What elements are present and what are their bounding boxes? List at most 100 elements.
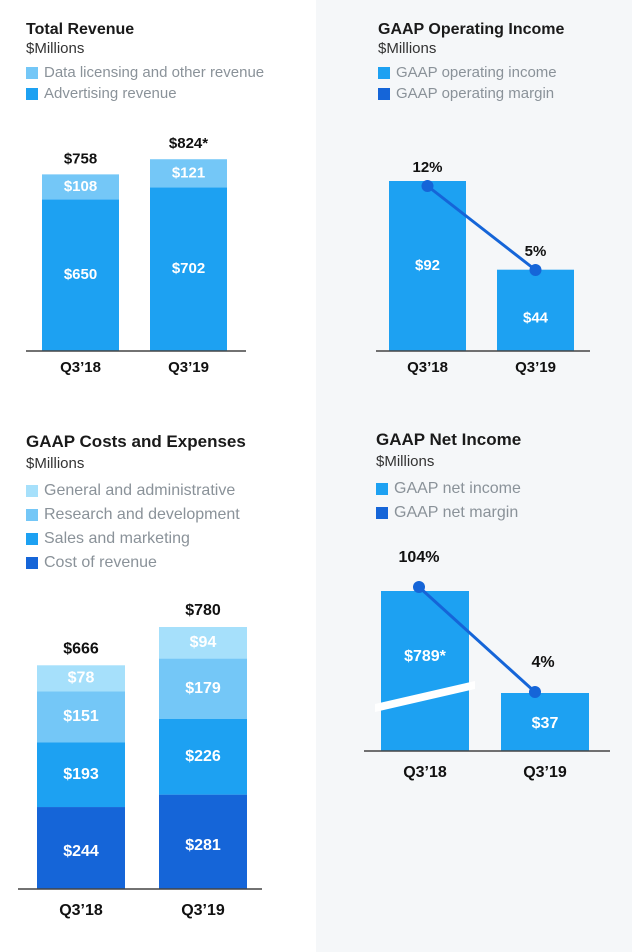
x-tick-label: Q3’18 [403,764,447,781]
data-label: $193 [63,766,99,783]
margin-label: 12% [412,159,442,176]
bar-segment-rd [159,658,247,719]
operating-title: GAAP Operating Income [378,21,565,38]
legend-swatch [378,87,390,100]
netincome-legend: GAAP net income GAAP net margin [376,477,521,525]
legend-label: GAAP net income [394,480,521,497]
margin-point [529,264,542,276]
legend-label: Sales and marketing [44,530,190,547]
operating-subtitle: $Millions [378,40,437,57]
data-label: $281 [185,837,221,854]
bar-operating-income [389,181,466,351]
bar-net-income [501,693,589,751]
margin-line [426,184,537,272]
operating-chart: $92 Q3’18 $44 Q3’19 12% 5% [376,159,590,376]
legend-label: Research and development [44,506,240,523]
data-label: $702 [172,260,205,277]
axis-break-mark [375,681,475,712]
x-tick-label: Q3’18 [59,902,103,919]
data-label: $226 [185,748,221,765]
legend-item-operating-margin: GAAP operating margin [378,83,564,104]
margin-point [413,581,425,593]
legend-item-operating-income: GAAP operating income [378,62,564,83]
x-tick-label: Q3’19 [181,902,225,919]
legend-swatch [26,533,38,545]
bar-segment-rd [37,691,125,743]
bar-segment-cor [159,794,247,889]
operating-panel: GAAP Operating Income $Millions GAAP ope… [316,0,632,410]
bar-net-income [381,591,469,751]
netincome-subtitle: $Millions [376,453,435,470]
operating-legend: GAAP operating income GAAP operating mar… [378,62,564,104]
netincome-title: GAAP Net Income [376,430,522,449]
data-label: $179 [185,680,221,697]
legend-label: Cost of revenue [44,554,157,571]
x-tick-label: Q3’19 [515,359,556,376]
netincome-panel: GAAP Net Income $Millions GAAP net incom… [316,410,632,952]
legend-label: Data licensing and other revenue [44,64,265,81]
revenue-title: Total Revenue [26,21,135,38]
legend-label: General and administrative [44,482,236,499]
legend-item-sm: Sales and marketing [26,527,246,551]
revenue-panel: Total Revenue $Millions Data licensing a… [0,0,316,410]
legend-swatch [378,66,390,79]
bar-segment-sm [37,742,125,808]
bar-segment-advertising [150,187,227,351]
x-tick-label: Q3’18 [60,359,101,376]
legend-item-data-licensing: Data licensing and other revenue [26,62,264,83]
data-label: $108 [64,178,97,195]
margin-line [417,585,537,694]
legend-item-net-margin: GAAP net margin [376,501,521,525]
margin-point [529,686,541,698]
costs-title: GAAP Costs and Expenses [26,432,246,451]
legend-swatch [26,87,38,100]
legend-item-cor: Cost of revenue [26,551,246,575]
revenue-subtitle: $Millions [26,40,85,57]
legend-label: Advertising revenue [44,85,177,102]
x-tick-label: Q3’19 [168,359,209,376]
margin-point [421,180,434,192]
data-label: $650 [64,266,97,283]
x-tick-label: Q3’18 [407,359,448,376]
data-label: $151 [63,708,99,725]
legend-swatch [376,507,388,519]
bar-segment-ga [159,627,247,659]
bar-segment-sm [159,718,247,795]
data-label: $244 [63,843,99,860]
data-label: $44 [523,309,549,326]
costs-panel: GAAP Costs and Expenses $Millions Genera… [0,410,316,952]
legend-item-rd: Research and development [26,503,246,527]
legend-swatch [26,485,38,497]
margin-label: 4% [531,654,554,671]
revenue-chart: $650 $108 $758 Q3’18 $702 $121 $824* Q3’19 [26,135,246,376]
bar-segment-cor [37,807,125,889]
bar-segment-data-licensing [42,174,119,200]
total-label: $824* [169,135,208,152]
right-column-background [316,0,632,952]
bar-segment-advertising [42,199,119,351]
netincome-chart: $789* $37 Q3’18 Q3’19 104% 4% [364,549,610,781]
legend-label: GAAP net margin [394,504,519,521]
bar-segment-ga [37,665,125,692]
bar-operating-income [497,269,574,351]
data-label: $94 [190,634,217,651]
legend-item-net-income: GAAP net income [376,477,521,501]
costs-legend: General and administrative Research and … [26,479,246,575]
data-label: $789* [404,648,447,665]
legend-label: GAAP operating margin [396,85,555,102]
costs-chart: $244 $193 $151 $78 $666 Q3’18 $281 $226 $179 $94 $… [18,602,262,919]
legend-item-advertising: Advertising revenue [26,83,264,104]
legend-swatch [26,66,38,79]
costs-subtitle: $Millions [26,455,85,472]
legend-label: GAAP operating income [396,64,557,81]
margin-label: 104% [399,549,440,566]
x-tick-label: Q3’19 [523,764,567,781]
total-label: $780 [185,602,221,619]
revenue-legend: Data licensing and other revenue Adverti… [26,62,264,104]
legend-swatch [26,509,38,521]
total-label: $758 [64,150,97,167]
legend-swatch [26,557,38,569]
total-label: $666 [63,641,99,658]
data-label: $92 [415,257,440,274]
data-label: $37 [532,715,559,732]
